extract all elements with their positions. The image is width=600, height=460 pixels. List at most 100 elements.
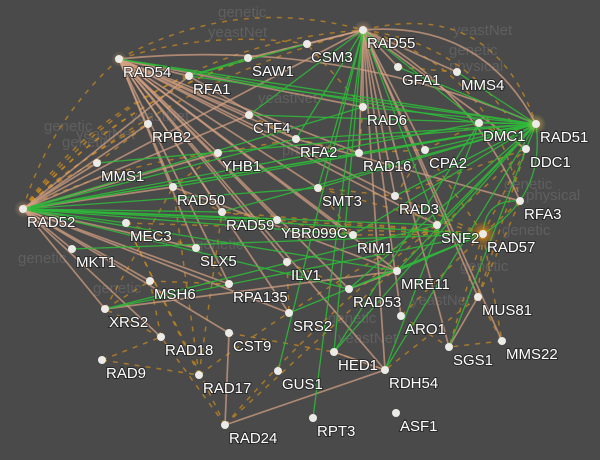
node-rpb2[interactable] [144,120,152,128]
node-mkt1[interactable] [68,245,76,253]
node-label-mkt1: MKT1 [76,254,116,271]
node-label-srs2: SRS2 [293,318,332,335]
node-rad17[interactable] [195,371,203,379]
edge-yeastnet-YHB1-RAD50 [172,152,219,188]
node-label-snf2: SNF2 [441,230,479,247]
node-rpa135[interactable] [225,280,233,288]
node-msh6[interactable] [146,277,154,285]
node-rad18[interactable] [157,333,165,341]
node-rad50[interactable] [169,183,177,191]
edge-yeastnet-RAD57-MMS22 [482,233,503,342]
node-label-mms4: MMS4 [461,77,504,94]
edge-yeastnet-RAD55-RAD51 [362,22,537,125]
edge-genetic-RAD52-DMC1 [22,122,480,210]
node-label-cpa2: CPA2 [429,155,467,172]
node-ilv1[interactable] [283,258,291,266]
node-rpt3[interactable] [309,414,317,422]
edge-yeastnet-RAD52-YHB1 [22,152,219,210]
node-ddc1[interactable] [522,145,530,153]
node-label-rdh54: RDH54 [389,375,438,392]
edge-yeastnet-RAD9-RAD17 [101,359,200,376]
node-dmc1[interactable] [475,119,483,127]
node-cst9[interactable] [225,329,233,337]
node-label-rad55: RAD55 [367,35,415,52]
edge-genetic-RAD55-RPT3 [312,29,364,419]
edge-physical-RAD54-SRS2 [118,58,290,314]
node-gfa1[interactable] [394,63,402,71]
node-rad54[interactable] [115,55,123,63]
node-mus81[interactable] [474,293,482,301]
watermark-text: genetic [93,280,142,297]
edge-yeastnet-ILV1-SRS2 [286,261,290,314]
edge-yeastnet-RAD54-RAD55 [118,16,364,60]
node-rad6[interactable] [359,103,367,111]
edge-physical-SGS1-MUS81 [448,296,479,348]
edge-genetic-RAD57-SRS2 [288,233,484,314]
edge-genetic-DMC1-RDH54 [384,122,480,371]
edge-yeastnet-RAD57-ARO1 [400,233,484,317]
node-srs2[interactable] [285,309,293,317]
node-smt3[interactable] [314,184,322,192]
edge-genetic-RAD55-DMC1 [362,29,480,124]
node-rad53[interactable] [345,285,353,293]
node-gus1[interactable] [274,367,282,375]
node-asf1[interactable] [392,409,400,417]
edge-yeastnet-SLX5-RPA135 [195,247,230,285]
edge-yeastnet-XRS2-MSH6 [104,280,151,310]
node-rad51[interactable] [532,120,540,128]
node-mms4[interactable] [453,68,461,76]
edge-yeastnet-RAD17-RAD50 [172,186,200,376]
node-mms1[interactable] [93,159,101,167]
node-rad16[interactable] [355,149,363,157]
node-label-sgs1: SGS1 [453,352,493,369]
node-mre11[interactable] [393,267,401,275]
node-saw1[interactable] [244,54,252,62]
node-sgs1[interactable] [445,343,453,351]
node-rfa1[interactable] [185,72,193,80]
edge-yeastnet-RAD57-RFA3 [482,200,521,235]
node-rad24[interactable] [221,421,229,429]
node-cpa2[interactable] [421,146,429,154]
edge-yeastnet-CTF4-RFA2 [248,114,297,140]
node-ctf4[interactable] [245,111,253,119]
node-rad9[interactable] [98,356,106,364]
edge-genetic-RAD55-RFA2 [295,29,364,140]
node-mec3[interactable] [122,219,130,227]
edge-yeastnet-RAD57-SGS1 [448,233,484,348]
node-layer [19,26,540,429]
edge-physical-RAD55-RFA3 [362,29,521,202]
edge-physical-RAD55-RDH54 [362,29,386,371]
node-xrs2[interactable] [101,305,109,313]
node-label-rad9: RAD9 [106,365,146,382]
edge-physical-XRS2-MRE11 [104,270,398,310]
node-rfa2[interactable] [292,135,300,143]
node-rad3[interactable] [391,192,399,200]
node-snf2[interactable] [433,221,441,229]
edge-genetic-RAD52-RAD16 [22,152,360,210]
node-rdh54[interactable] [381,366,389,374]
node-ybr099c[interactable] [273,216,281,224]
edge-genetic-RAD52-RAD59 [22,208,223,213]
node-aro1[interactable] [397,312,405,320]
edge-yeastnet-RAD24-DDC1 [224,148,527,426]
node-rad57[interactable] [479,230,487,238]
edge-yeastnet-RAD52-RPB2 [22,123,149,210]
edge-genetic-RAD51-RAD53 [348,123,537,290]
node-slx5[interactable] [192,244,200,252]
node-rim1[interactable] [349,231,357,239]
node-rfa3[interactable] [516,197,524,205]
node-label-msh6: MSH6 [154,286,196,303]
node-label-mec3: MEC3 [130,228,172,245]
node-label-rad53: RAD53 [353,294,401,311]
node-rad52[interactable] [19,205,27,213]
node-label-slx5: SLX5 [200,253,237,270]
node-rad59[interactable] [218,208,226,216]
edge-yeastnet-RAD52-RFA1 [22,75,190,210]
node-rad55[interactable] [359,26,367,34]
node-mms22[interactable] [498,337,506,345]
edge-yeastnet-MUS81-RDH54 [384,296,479,371]
node-csm3[interactable] [303,40,311,48]
node-hed1[interactable] [330,348,338,356]
node-yhb1[interactable] [214,149,222,157]
